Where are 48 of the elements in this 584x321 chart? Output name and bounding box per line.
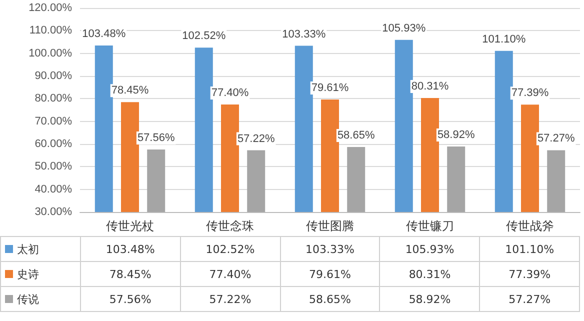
y-tick-label: 40.00% — [34, 183, 72, 196]
data-label: 105.93% — [380, 236, 480, 262]
text: 77.39% — [511, 87, 549, 100]
y-tick-label: 120.00% — [28, 2, 72, 14]
data-label: 80.31% — [380, 262, 480, 286]
x-tick-label: 传世念珠 — [206, 219, 254, 233]
text: 57.22% — [237, 132, 275, 145]
text: 57.27% — [537, 132, 575, 145]
y-tick-label: 30.00% — [34, 206, 72, 218]
y-tick-label: 110.00% — [29, 24, 72, 37]
text: 79.61% — [311, 82, 349, 94]
data-label: 57.27% — [480, 286, 580, 312]
data-label: 77.40% — [180, 262, 280, 286]
text: 77.40% — [211, 87, 249, 100]
x-tick-label: 传世镰刀 — [406, 219, 454, 233]
data-label: 78.45% — [80, 262, 180, 286]
data-label: 57.56% — [80, 286, 180, 312]
x-tick-label: 传世光杖 — [106, 219, 154, 233]
legend-label: 太初 — [0, 236, 80, 262]
data-label: 58.92% — [380, 286, 480, 312]
text: 80.31% — [411, 80, 449, 92]
legend-label: 传说 — [0, 286, 80, 312]
text: 58.65% — [337, 130, 375, 142]
x-tick-label: 传世战斧 — [506, 219, 554, 233]
y-tick-label: 60.00% — [34, 138, 72, 150]
data-label: 102.52% — [180, 236, 280, 262]
y-tick-label: 80.00% — [34, 92, 72, 105]
y-tick-label: 100.00% — [28, 47, 72, 60]
text: 105.93% — [382, 22, 426, 34]
text: 58.92% — [437, 128, 475, 141]
y-tick-label: 70.00% — [34, 115, 72, 128]
text: 101.10% — [482, 33, 526, 46]
y-tick-label: 90.00% — [34, 70, 72, 82]
legend-label: 史诗 — [0, 262, 80, 286]
data-label: 77.39% — [480, 262, 580, 286]
y-tick-label: 50.00% — [34, 160, 72, 173]
data-label: 79.61% — [280, 262, 380, 286]
text: 57.56% — [137, 132, 175, 144]
data-label: 58.65% — [280, 286, 380, 312]
text: 103.48% — [82, 28, 126, 40]
text: 102.52% — [182, 30, 226, 42]
data-label: 57.22% — [180, 286, 280, 312]
text: 103.33% — [282, 28, 326, 40]
data-label: 101.10% — [480, 236, 580, 262]
text: 78.45% — [111, 84, 149, 97]
data-label: 103.33% — [280, 236, 380, 262]
x-tick-label: 传世图腾 — [306, 219, 354, 233]
data-label: 103.48% — [80, 236, 180, 262]
